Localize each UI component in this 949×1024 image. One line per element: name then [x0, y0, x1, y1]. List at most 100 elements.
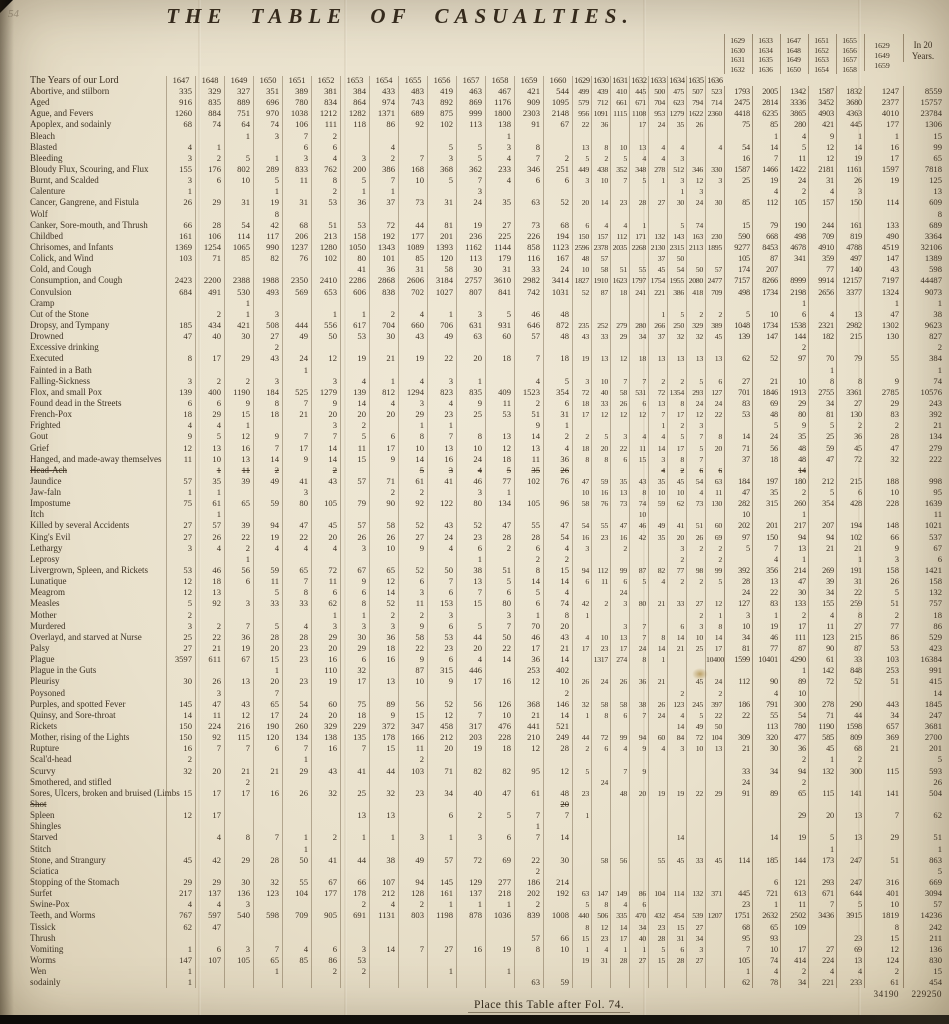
- row-label: Mother: [30, 609, 57, 620]
- table-row: Dropsy, and Tympany 185 434 421 508 444 556 617…: [0, 319, 949, 332]
- value-cell: 259: [836, 598, 864, 610]
- value-cell: 1: [427, 308, 456, 320]
- value-cell: 3: [166, 375, 195, 387]
- value-cell: 1: [610, 943, 629, 955]
- table-row: Spleen 12 17 13 13 6 2 5 7 7 1 29 20 13 7 62: [0, 810, 949, 822]
- value-cell: 1108: [629, 108, 648, 120]
- value-cell: 72: [808, 676, 836, 688]
- value-cell: 293: [808, 876, 836, 889]
- year-header: 1659: [514, 76, 543, 86]
- value-cell: [591, 587, 610, 599]
- value-cell: [224, 364, 253, 376]
- value-cell: 21: [752, 375, 780, 387]
- value-cell: [705, 843, 724, 855]
- value-cell: 7: [514, 810, 543, 822]
- value-cell: 1212: [311, 108, 340, 120]
- value-cell: 278: [648, 163, 667, 176]
- value-cell: 54: [667, 264, 686, 276]
- value-cell: [648, 665, 667, 677]
- value-cell: [610, 687, 629, 699]
- value-cell: 1343: [369, 241, 398, 254]
- value-cell: 22: [724, 709, 752, 722]
- value-cell: 243: [903, 397, 948, 410]
- value-cell: 22: [514, 854, 543, 866]
- value-cell: 68: [543, 219, 572, 231]
- table-row: Blasted 4 1 6 6 4 5 5 3 8 13 8 10 13 4 4 4 54 14 5 12 14 16 99: [0, 141, 949, 153]
- value-cell: 1538: [780, 319, 808, 332]
- value-cell: 182: [808, 331, 836, 343]
- value-cell: 1237: [282, 241, 311, 254]
- value-cell: [253, 821, 282, 833]
- value-cell: [282, 810, 311, 822]
- value-cell: 540: [224, 910, 253, 922]
- value-cell: 53: [427, 631, 456, 644]
- value-cell: 19: [752, 620, 780, 632]
- value-cell: 13: [610, 631, 629, 644]
- value-cell: 2: [398, 754, 427, 766]
- value-cell: 10576: [903, 386, 948, 398]
- value-cell: 42: [253, 219, 282, 231]
- value-cell: 35: [648, 475, 667, 488]
- value-cell: 2268: [629, 241, 648, 254]
- value-cell: 1280: [311, 241, 340, 254]
- value-cell: 1302: [864, 319, 903, 332]
- value-cell: [282, 665, 311, 677]
- value-cell: [629, 832, 648, 844]
- value-cell: [591, 865, 610, 877]
- value-cell: [610, 253, 629, 265]
- value-cell: 7157: [724, 275, 752, 287]
- value-cell: 42: [572, 598, 591, 610]
- value-cell: 6: [610, 576, 629, 588]
- value-cell: [514, 186, 543, 198]
- value-cell: 222: [903, 453, 948, 465]
- value-cell: 30: [456, 264, 485, 276]
- value-cell: 23: [836, 932, 864, 944]
- value-cell: [648, 342, 667, 354]
- value-cell: [340, 921, 369, 933]
- value-cell: 8: [591, 141, 610, 153]
- value-cell: 1751: [724, 910, 752, 922]
- value-cell: 414: [780, 954, 808, 967]
- value-cell: [572, 420, 591, 432]
- value-cell: 17: [224, 787, 253, 799]
- value-cell: 17: [340, 676, 369, 688]
- value-cell: 12: [514, 743, 543, 755]
- value-cell: 7: [224, 620, 253, 632]
- value-cell: 7: [340, 743, 369, 755]
- value-cell: 28: [667, 954, 686, 967]
- value-cell: [705, 130, 724, 142]
- value-cell: 3915: [836, 910, 864, 922]
- value-cell: [340, 553, 369, 566]
- value-cell: [253, 932, 282, 944]
- value-cell: 83: [724, 397, 752, 410]
- value-cell: [667, 876, 686, 889]
- value-cell: [427, 776, 456, 788]
- table-row: Livergrown, Spleen, and Rickets 53 46 56 59 6…: [0, 565, 949, 577]
- value-cell: 24: [282, 353, 311, 365]
- value-cell: 15: [572, 932, 591, 944]
- value-cell: 819: [836, 230, 864, 242]
- value-cell: 4418: [724, 108, 752, 120]
- value-cell: 226: [514, 230, 543, 242]
- value-cell: 20: [311, 709, 340, 722]
- value-cell: 9: [864, 542, 903, 554]
- value-cell: 150: [166, 732, 195, 744]
- value-cell: [610, 665, 629, 677]
- value-cell: 780: [282, 97, 311, 109]
- value-cell: [340, 464, 369, 476]
- value-cell: [808, 509, 836, 521]
- value-cell: [724, 665, 752, 677]
- value-cell: [572, 553, 591, 566]
- value-cell: [591, 832, 610, 844]
- value-cell: 6: [514, 542, 543, 554]
- value-cell: 54: [543, 531, 572, 543]
- value-cell: [864, 186, 903, 198]
- value-cell: 5: [253, 587, 282, 599]
- table-row: Itch 1 10 10 1 11: [0, 509, 949, 521]
- value-cell: 14: [705, 631, 724, 644]
- value-cell: [903, 464, 948, 476]
- value-cell: 16: [166, 743, 195, 755]
- value-cell: 8: [591, 453, 610, 465]
- value-cell: 15: [166, 787, 195, 799]
- value-cell: 20: [369, 409, 398, 421]
